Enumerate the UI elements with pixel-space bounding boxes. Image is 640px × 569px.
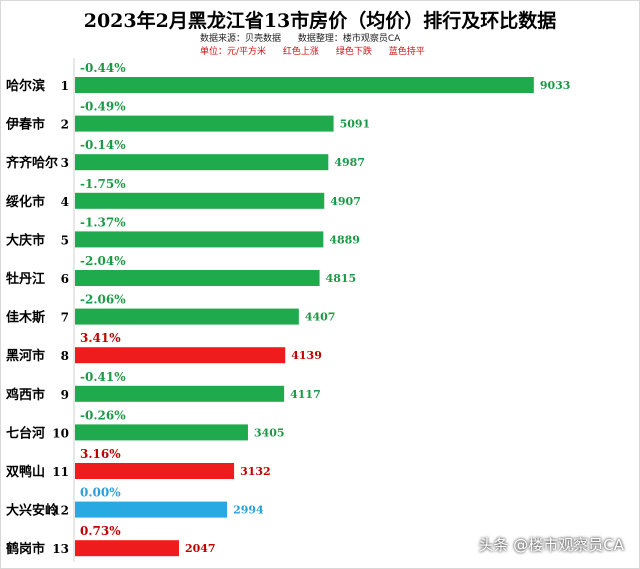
value-label: 4117 <box>290 388 321 401</box>
rank-label: 13 <box>52 542 69 556</box>
rank-label: 7 <box>61 311 69 325</box>
rank-label: 2 <box>61 118 69 132</box>
value-label: 4407 <box>305 311 336 324</box>
rank-label: 3 <box>61 156 69 170</box>
mom-change-label: 3.16% <box>80 447 121 461</box>
source-line: 数据来源：贝壳数据 数据整理：楼市观察员CA <box>200 31 414 44</box>
rank-label: 11 <box>52 465 69 479</box>
bar <box>75 463 235 479</box>
mom-change-label: -2.06% <box>80 293 126 307</box>
category-label: 七台河 <box>6 425 45 441</box>
category-label: 大庆市 <box>6 232 45 248</box>
bar <box>75 424 248 441</box>
rank-label: 6 <box>61 272 69 286</box>
value-label: 2994 <box>233 504 264 517</box>
data-source-text: 数据来源：贝壳数据 <box>200 34 282 44</box>
bar <box>75 77 534 93</box>
category-label: 牡丹江 <box>6 271 45 287</box>
compiler-text: 数据整理：楼市观察员CA <box>297 34 401 44</box>
category-label: 黑河市 <box>6 348 45 364</box>
value-label: 3132 <box>240 465 271 478</box>
category-label: 绥化市 <box>6 194 45 210</box>
mom-change-label: -2.04% <box>80 254 126 268</box>
rank-label: 8 <box>61 349 69 363</box>
rank-label: 4 <box>61 195 69 209</box>
bar <box>75 270 320 286</box>
legend-red-text: 红色上涨 <box>282 47 319 57</box>
bar <box>75 347 286 364</box>
rank-label: 5 <box>61 233 69 247</box>
mom-change-label: -0.26% <box>80 408 126 422</box>
category-label: 大兴安岭 <box>6 503 58 519</box>
value-label: 4815 <box>326 272 357 285</box>
value-label: 4987 <box>334 156 365 169</box>
mom-change-label: -1.75% <box>80 177 126 191</box>
mom-change-label: -0.41% <box>80 370 126 384</box>
mom-change-label: 0.73% <box>80 524 121 538</box>
watermark: 头条 @楼市观察员CA <box>478 536 624 554</box>
rank-label: 12 <box>52 504 69 518</box>
legend-green-text: 绿色下跌 <box>335 47 372 57</box>
value-label: 4889 <box>329 233 360 246</box>
mom-change-label: -1.37% <box>80 215 126 229</box>
value-label: 4139 <box>291 349 322 362</box>
bar <box>75 385 285 402</box>
legend-line: 单位：元/平方米 红色上涨 绿色下跌 蓝色持平 <box>200 44 439 57</box>
category-label: 双鸭山 <box>6 464 45 480</box>
category-label: 伊春市 <box>5 117 45 133</box>
legend-blue-text: 蓝色持平 <box>388 47 425 57</box>
bar <box>75 192 325 209</box>
chart-title: 2023年2月黑龙江省13市房价（均价）排行及环比数据 <box>83 10 557 32</box>
rank-label: 9 <box>61 388 69 402</box>
value-label: 2047 <box>185 542 216 555</box>
mom-change-label: -0.49% <box>80 100 126 114</box>
category-label: 鹤岗市 <box>6 541 45 557</box>
bar <box>75 540 179 557</box>
category-label: 哈尔滨 <box>6 78 45 94</box>
mom-change-label: 3.41% <box>80 331 121 345</box>
bar <box>75 308 299 325</box>
value-label: 5091 <box>340 118 371 131</box>
bar <box>75 231 324 248</box>
mom-change-label: -0.14% <box>80 138 126 152</box>
value-label: 3405 <box>254 426 285 439</box>
category-label: 鸡西市 <box>5 387 45 403</box>
mom-change-label: 0.00% <box>80 486 121 500</box>
bar <box>75 154 329 171</box>
unit-text: 单位：元/平方米 <box>200 47 267 57</box>
category-label: 佳木斯 <box>6 310 45 326</box>
value-label: 4907 <box>330 195 361 208</box>
mom-change-label: -0.44% <box>80 61 126 75</box>
bar <box>75 115 334 132</box>
bar <box>75 501 228 518</box>
rank-label: 10 <box>52 426 69 440</box>
category-label: 齐齐哈尔 <box>6 155 58 171</box>
rank-label: 1 <box>61 79 69 93</box>
value-label: 9033 <box>540 79 571 92</box>
